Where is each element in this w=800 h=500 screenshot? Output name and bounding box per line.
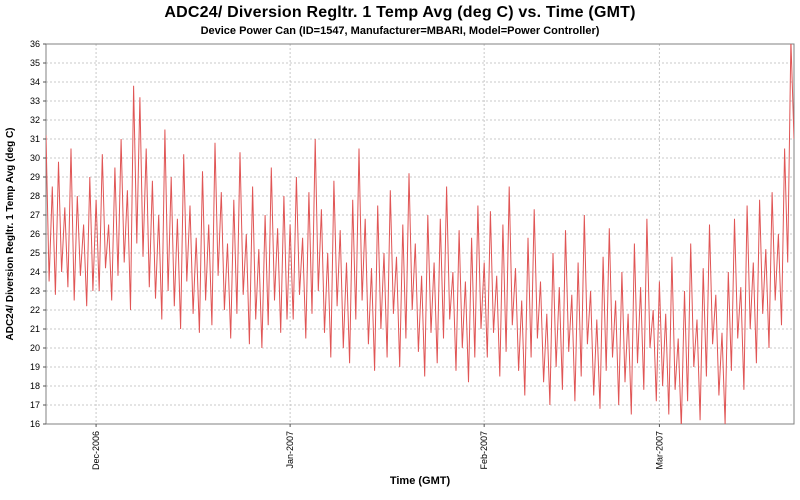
y-tick-label: 19 [30,362,40,372]
series-layer [46,44,794,424]
x-tick-label: Dec-2006 [91,431,101,470]
chart-title: ADC24/ Diversion Regltr. 1 Temp Avg (deg… [164,4,636,21]
x-tick-label: Mar-2007 [654,431,664,470]
y-axis-label: ADC24/ Diversion Regltr. 1 Temp Avg (deg… [5,127,16,340]
y-tick-label: 20 [30,343,40,353]
chart-subtitle: Device Power Can (ID=1547, Manufacturer=… [200,25,600,37]
y-tick-label: 18 [30,381,40,391]
y-tick-label: 32 [30,115,40,125]
x-axis-label: Time (GMT) [390,475,451,487]
y-tick-label: 16 [30,419,40,429]
y-tick-label: 27 [30,210,40,220]
y-tick-label: 35 [30,58,40,68]
x-tick-label: Jan-2007 [285,431,295,469]
grid-layer [46,43,794,425]
y-tick-label: 33 [30,96,40,106]
y-tick-label: 30 [30,153,40,163]
y-tick-label: 31 [30,134,40,144]
y-tick-label: 34 [30,77,40,87]
series-line [46,44,794,424]
y-tick-label: 36 [30,39,40,49]
y-tick-label: 21 [30,324,40,334]
y-tick-label: 22 [30,305,40,315]
x-tick-label: Feb-2007 [479,431,489,470]
y-tick-label: 23 [30,286,40,296]
y-tick-label: 24 [30,267,40,277]
y-tick-label: 28 [30,191,40,201]
tick-layer: 16 17 18 19 20 21 22 23 24 25 26 27 28 29 30 31 32 33 34 35… [30,39,664,470]
y-tick-label: 25 [30,248,40,258]
y-tick-label: 26 [30,229,40,239]
y-tick-label: 17 [30,400,40,410]
y-tick-label: 29 [30,172,40,182]
